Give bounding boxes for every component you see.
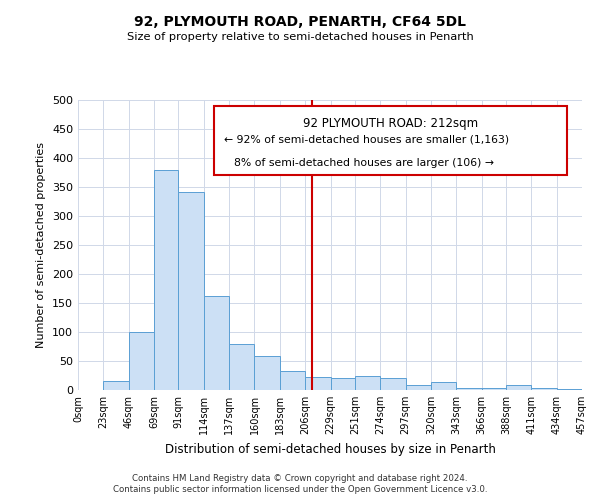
X-axis label: Distribution of semi-detached houses by size in Penarth: Distribution of semi-detached houses by … [164, 442, 496, 456]
Text: Size of property relative to semi-detached houses in Penarth: Size of property relative to semi-detach… [127, 32, 473, 42]
Bar [103, 382, 129, 390]
Bar [456, 388, 482, 390]
Bar [380, 378, 406, 390]
Bar [431, 382, 456, 390]
FancyBboxPatch shape [214, 106, 567, 176]
Bar [531, 388, 557, 390]
Bar [178, 192, 204, 390]
Bar [280, 371, 305, 390]
Text: 8% of semi-detached houses are larger (106) →: 8% of semi-detached houses are larger (1… [234, 158, 494, 168]
Bar [154, 170, 178, 390]
Bar [229, 344, 254, 390]
Text: 92, PLYMOUTH ROAD, PENARTH, CF64 5DL: 92, PLYMOUTH ROAD, PENARTH, CF64 5DL [134, 15, 466, 29]
Bar [204, 296, 229, 390]
Bar [557, 389, 582, 390]
Text: 92 PLYMOUTH ROAD: 212sqm: 92 PLYMOUTH ROAD: 212sqm [303, 118, 478, 130]
Bar [355, 376, 380, 390]
Bar [129, 332, 154, 390]
Text: Contains HM Land Registry data © Crown copyright and database right 2024.
Contai: Contains HM Land Registry data © Crown c… [113, 474, 487, 494]
Y-axis label: Number of semi-detached properties: Number of semi-detached properties [37, 142, 46, 348]
Bar [331, 378, 355, 390]
Bar [506, 386, 531, 390]
Text: ← 92% of semi-detached houses are smaller (1,163): ← 92% of semi-detached houses are smalle… [224, 134, 509, 144]
Bar [305, 377, 331, 390]
Bar [254, 356, 280, 390]
Bar [482, 388, 506, 390]
Bar [406, 386, 431, 390]
